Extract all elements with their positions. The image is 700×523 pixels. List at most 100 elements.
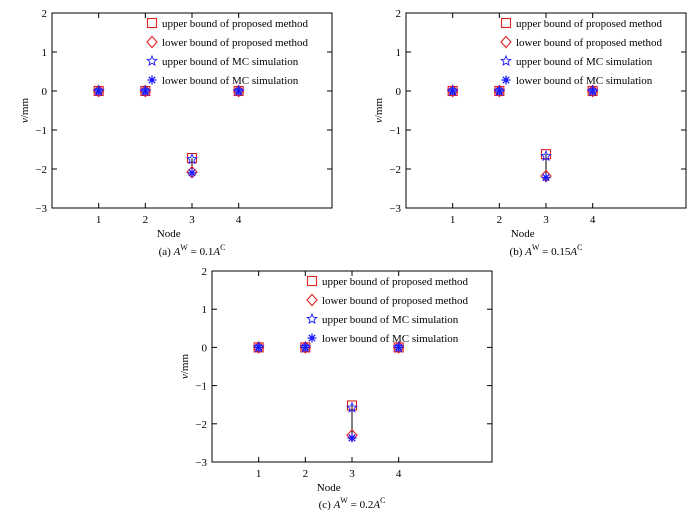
x-tick-label: 1: [96, 214, 102, 226]
caption-part: (c): [319, 499, 334, 511]
caption-part: C: [380, 496, 385, 505]
legend-label-lower-mc: lower bound of MC simulation: [322, 333, 459, 345]
legend-label-lower-proposed: lower bound of proposed method: [322, 295, 469, 307]
x-tick-label: 2: [143, 214, 149, 226]
caption-part: A: [524, 246, 532, 258]
caption-part: A: [372, 499, 380, 511]
y-axis-label-var: v: [179, 374, 191, 379]
y-tick-label: −1: [389, 125, 401, 137]
legend-marker-upper-mc: [306, 312, 318, 325]
y-tick-label: 1: [42, 47, 48, 59]
caption-part: W: [180, 243, 188, 252]
point-lower-mc: [140, 86, 150, 96]
x-tick-label: 3: [189, 214, 195, 226]
y-tick-label: −3: [389, 203, 401, 215]
caption-part: A: [212, 246, 220, 258]
legend: upper bound of proposed method lower boun…: [146, 17, 309, 87]
caption-part: C: [577, 243, 582, 252]
x-tick-label: 4: [236, 214, 242, 226]
x-tick-label: 1: [450, 214, 456, 226]
caption-part: (b): [510, 246, 526, 258]
legend-marker-lower-proposed: [500, 35, 512, 49]
point-upper-mc: [346, 401, 358, 413]
chart-panel-2: −3 −2 −1 0 1 2 1 2 3 4 Node v/mm upper bound of prop…: [373, 8, 687, 258]
caption-part: W: [532, 243, 540, 252]
point-lower-mc: [394, 342, 404, 352]
y-axis-label: v/mm: [179, 354, 191, 380]
point-lower-mc: [254, 342, 264, 352]
y-tick-label: 0: [202, 342, 208, 354]
legend-label-lower-proposed: lower bound of proposed method: [516, 37, 663, 49]
chart-panel-3: −3 −2 −1 0 1 2 1 2 3 4 Node v/mm upper bound of prop…: [179, 266, 493, 511]
point-lower-mc: [234, 86, 244, 96]
legend-marker-upper-proposed: [146, 17, 158, 29]
y-axis-label-var: v: [373, 118, 385, 123]
y-axis-label-unit: /mm: [179, 354, 191, 375]
y-tick-label: −3: [195, 457, 207, 469]
legend-label-upper-mc: upper bound of MC simulation: [322, 314, 459, 326]
legend: upper bound of proposed method lower boun…: [306, 275, 469, 345]
y-tick-label: −3: [35, 203, 47, 215]
y-tick-label: −1: [195, 381, 207, 393]
x-tick-label: 4: [590, 214, 596, 226]
legend-marker-lower-mc: [307, 333, 317, 343]
legend-marker-upper-mc: [146, 54, 158, 67]
point-lower-mc: [94, 86, 104, 96]
caption-part: = 0.1: [188, 246, 213, 258]
chart-panel-1: −3 −2 −1 0 1 2 1 2 3 4 Node v/mm upper bound of prop…: [19, 8, 333, 258]
legend-label-upper-mc: upper bound of MC simulation: [516, 56, 653, 68]
y-tick-label: 2: [202, 266, 208, 278]
legend-marker-upper-mc: [500, 54, 512, 67]
caption-part: = 0.2: [348, 499, 373, 511]
legend-marker-upper-proposed: [306, 275, 318, 287]
legend-label-upper-proposed: upper bound of proposed method: [322, 276, 469, 288]
caption-part: C: [220, 243, 225, 252]
y-tick-label: 2: [42, 8, 48, 20]
x-tick-label: 3: [543, 214, 549, 226]
caption-part: A: [333, 499, 341, 511]
point-lower-mc: [347, 433, 357, 443]
legend-label-lower-proposed: lower bound of proposed method: [162, 37, 309, 49]
y-tick-label: 2: [396, 8, 402, 20]
point-upper-mc: [540, 149, 552, 162]
x-axis-label: Node: [157, 228, 181, 240]
x-tick-label: 2: [303, 468, 309, 480]
caption-part: A: [569, 246, 577, 258]
point-lower-mc: [448, 86, 458, 96]
x-axis-label: Node: [317, 482, 341, 494]
legend-marker-lower-mc: [501, 75, 511, 85]
point-lower-mc: [187, 168, 197, 178]
y-tick-label: −2: [195, 419, 207, 431]
legend-marker-upper-proposed: [500, 17, 512, 29]
x-tick-label: 3: [349, 468, 355, 480]
y-tick-label: 0: [396, 86, 402, 98]
x-tick-label: 4: [396, 468, 402, 480]
y-axis-label: v/mm: [19, 98, 31, 124]
point-lower-mc: [494, 86, 504, 96]
panel-caption: (c) AW = 0.2AC: [319, 496, 386, 511]
panel-caption: (b) AW = 0.15AC: [510, 243, 583, 258]
x-tick-label: 2: [497, 214, 503, 226]
y-axis-label: v/mm: [373, 98, 385, 124]
caption-part: (a): [159, 246, 174, 258]
y-axis-label-var: v: [19, 118, 31, 123]
legend-label-upper-proposed: upper bound of proposed method: [162, 18, 309, 30]
y-tick-label: 0: [42, 86, 48, 98]
y-tick-label: −2: [389, 164, 401, 176]
point-lower-mc: [588, 86, 598, 96]
point-lower-mc: [300, 342, 310, 352]
caption-part: = 0.15: [539, 246, 570, 258]
y-axis-label-unit: /mm: [19, 98, 31, 119]
legend-label-upper-proposed: upper bound of proposed method: [516, 18, 663, 30]
y-tick-label: 1: [396, 47, 402, 59]
point-lower-mc: [541, 173, 551, 183]
y-tick-label: −1: [35, 125, 47, 137]
caption-part: W: [340, 496, 348, 505]
x-axis-label: Node: [511, 228, 535, 240]
legend-label-upper-mc: upper bound of MC simulation: [162, 56, 299, 68]
panel-caption: (a) AW = 0.1AC: [159, 243, 226, 258]
y-tick-label: −2: [35, 164, 47, 176]
legend-label-lower-mc: lower bound of MC simulation: [162, 75, 299, 87]
legend-marker-lower-proposed: [306, 293, 318, 307]
caption-part: A: [173, 246, 181, 258]
